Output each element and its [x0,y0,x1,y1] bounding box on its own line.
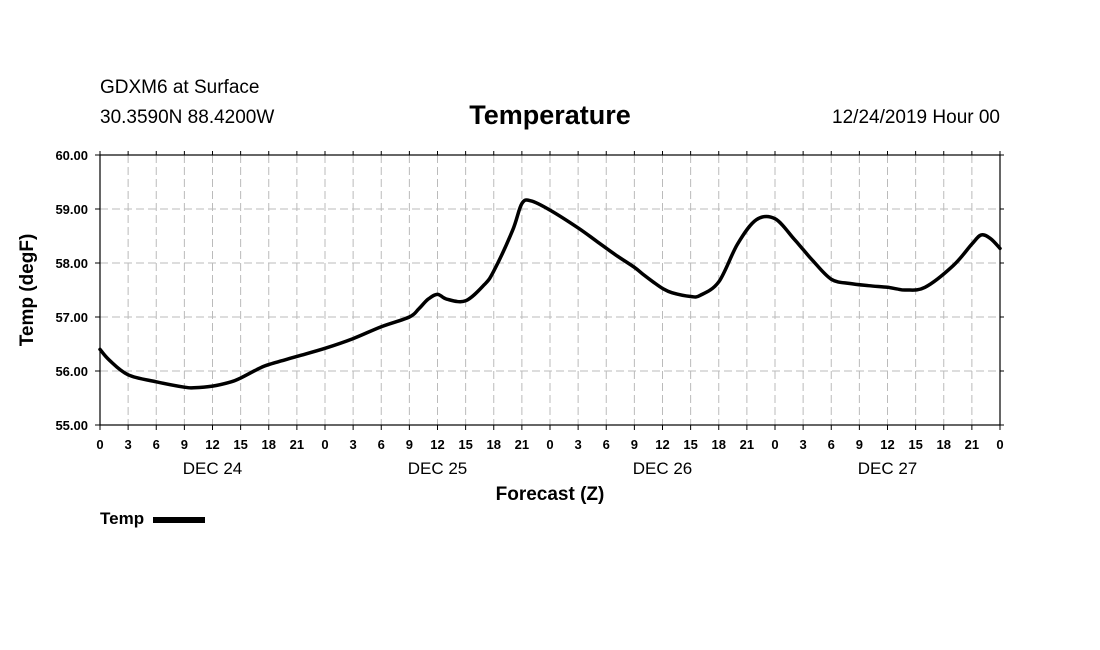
day-label: DEC 25 [408,459,468,478]
series-layer [98,198,1002,390]
day-label: DEC 24 [183,459,243,478]
x-tick-label: 15 [908,437,922,452]
y-axis-label: Temp (degF) [17,234,38,347]
x-tick-label: 21 [965,437,979,452]
station-name: GDXM6 at Surface [100,77,260,98]
x-tick-label: 18 [937,437,951,452]
y-tick-label: 57.00 [55,310,88,325]
model-run-time: 12/24/2019 Hour 00 [832,107,1000,128]
y-tick-label: 58.00 [55,256,88,271]
x-tick-label: 6 [153,437,160,452]
x-tick-label: 21 [290,437,304,452]
x-tick-label: 15 [233,437,247,452]
tick-labels: 0 3 6 9 12 15 18 21 0 3 6 9 12 15 18 21 0 3 6 9 12 15 18 21 0 3 6 9… [55,148,1003,478]
x-tick-label: 3 [800,437,807,452]
temp-series-line [98,198,1002,390]
x-tick-label: 12 [205,437,219,452]
x-tick-label: 12 [430,437,444,452]
chart-title: Temperature [469,100,631,130]
x-tick-label: 0 [996,437,1003,452]
x-tick-label: 3 [575,437,582,452]
grid-lines [100,155,1000,425]
x-tick-label: 9 [181,437,188,452]
x-tick-label: 18 [262,437,276,452]
day-label: DEC 26 [633,459,693,478]
x-tick-label: 21 [515,437,529,452]
x-tick-label: 15 [683,437,697,452]
x-tick-label: 0 [321,437,328,452]
legend-line-swatch [153,517,206,523]
legend-label: Temp [100,509,145,528]
x-tick-label: 18 [487,437,501,452]
x-tick-label: 9 [631,437,638,452]
chart-axes [95,151,1004,430]
x-tick-label: 0 [96,437,103,452]
day-label: DEC 27 [858,459,918,478]
x-tick-label: 9 [856,437,863,452]
x-tick-label: 3 [350,437,357,452]
x-tick-label: 21 [740,437,754,452]
legend: Temp [100,509,206,529]
y-tick-label: 60.00 [55,148,88,163]
x-tick-label: 6 [828,437,835,452]
x-axis-label: Forecast (Z) [496,484,605,505]
y-tick-label: 59.00 [55,202,88,217]
x-tick-label: 15 [458,437,472,452]
y-tick-label: 55.00 [55,418,88,433]
station-coordinates: 30.3590N 88.4200W [100,107,275,128]
x-tick-label: 3 [125,437,132,452]
x-tick-label: 12 [880,437,894,452]
x-tick-label: 12 [655,437,669,452]
x-tick-label: 9 [406,437,413,452]
x-tick-label: 0 [546,437,553,452]
x-tick-label: 0 [771,437,778,452]
y-tick-label: 56.00 [55,364,88,379]
x-tick-label: 6 [603,437,610,452]
x-tick-label: 6 [378,437,385,452]
x-tick-label: 18 [712,437,726,452]
